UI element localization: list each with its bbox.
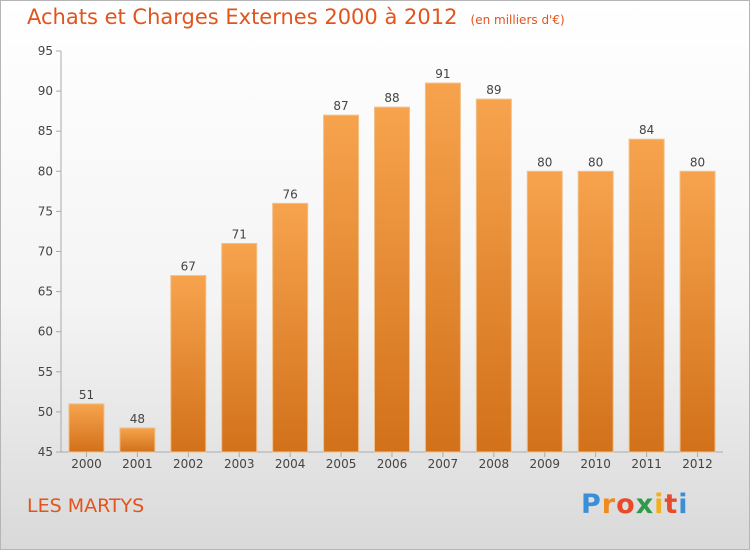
data-label-2005: 87	[333, 99, 348, 113]
data-label-2004: 76	[283, 187, 298, 201]
data-label-2009: 80	[537, 155, 552, 169]
y-tick-label: 50	[38, 405, 53, 419]
proxiti-logo: Proxiti	[581, 489, 689, 520]
y-tick-label: 55	[38, 365, 53, 379]
chart-axes: 45 50 55 60 65 70 75 80 85 90 95	[38, 44, 723, 459]
x-tick-label-2008: 2008	[479, 457, 510, 471]
bar-2012	[679, 170, 716, 453]
x-tick-label-2004: 2004	[275, 457, 306, 471]
y-tick-label: 65	[38, 285, 53, 299]
data-label-2011: 84	[639, 123, 654, 137]
data-label-2002: 67	[181, 260, 196, 274]
chart-title: Achats et Charges Externes 2000 à 2012 (…	[27, 5, 565, 29]
bar-2009	[526, 170, 563, 453]
bar-2004	[272, 202, 309, 453]
y-tick-label: 80	[38, 164, 53, 178]
y-tick-label: 95	[38, 44, 53, 58]
data-label-2001: 48	[130, 412, 145, 426]
x-tick-label-2012: 2012	[682, 457, 713, 471]
chart-unit-note: (en milliers d'€)	[470, 13, 565, 27]
data-label-2003: 71	[232, 227, 247, 241]
y-tick-label: 60	[38, 325, 53, 339]
x-tick-label-2006: 2006	[377, 457, 408, 471]
chart-bars	[68, 82, 716, 453]
x-tick-label-2011: 2011	[631, 457, 662, 471]
y-tick-label: 90	[38, 84, 53, 98]
bar-2007	[424, 82, 461, 453]
data-label-2007: 91	[435, 67, 450, 81]
bar-2005	[323, 114, 360, 453]
bar-2006	[374, 106, 410, 453]
x-tick-label-2005: 2005	[326, 457, 357, 471]
data-label-2000: 51	[79, 388, 94, 402]
chart-labels: 51 2000 48 2001 67 2002 71 2003 76 2004 87 2005 88 20…	[71, 67, 713, 471]
x-tick-label-2001: 2001	[122, 457, 153, 471]
x-tick-label-2003: 2003	[224, 457, 255, 471]
bar-2003	[221, 242, 258, 453]
data-label-2012: 80	[690, 155, 705, 169]
data-label-2008: 89	[486, 83, 501, 97]
y-tick-label: 70	[38, 245, 53, 259]
data-label-2006: 88	[384, 91, 399, 105]
x-tick-label-2000: 2000	[71, 457, 102, 471]
chart-title-text: Achats et Charges Externes 2000 à 2012	[27, 5, 458, 29]
y-tick-label: 75	[38, 204, 53, 218]
bar-2002	[170, 275, 207, 453]
location-name: LES MARTYS	[27, 495, 145, 517]
bar-2001	[119, 427, 156, 453]
bar-2000	[68, 403, 105, 453]
bar-2008	[475, 98, 512, 453]
x-tick-label-2009: 2009	[529, 457, 560, 471]
bar-2011	[628, 138, 665, 453]
y-tick-label: 85	[38, 124, 53, 138]
data-label-2010: 80	[588, 155, 603, 169]
bar-2010	[577, 170, 614, 453]
x-tick-label-2010: 2010	[580, 457, 611, 471]
x-tick-label-2007: 2007	[428, 457, 459, 471]
y-tick-label: 45	[38, 445, 53, 459]
x-tick-label-2002: 2002	[173, 457, 204, 471]
